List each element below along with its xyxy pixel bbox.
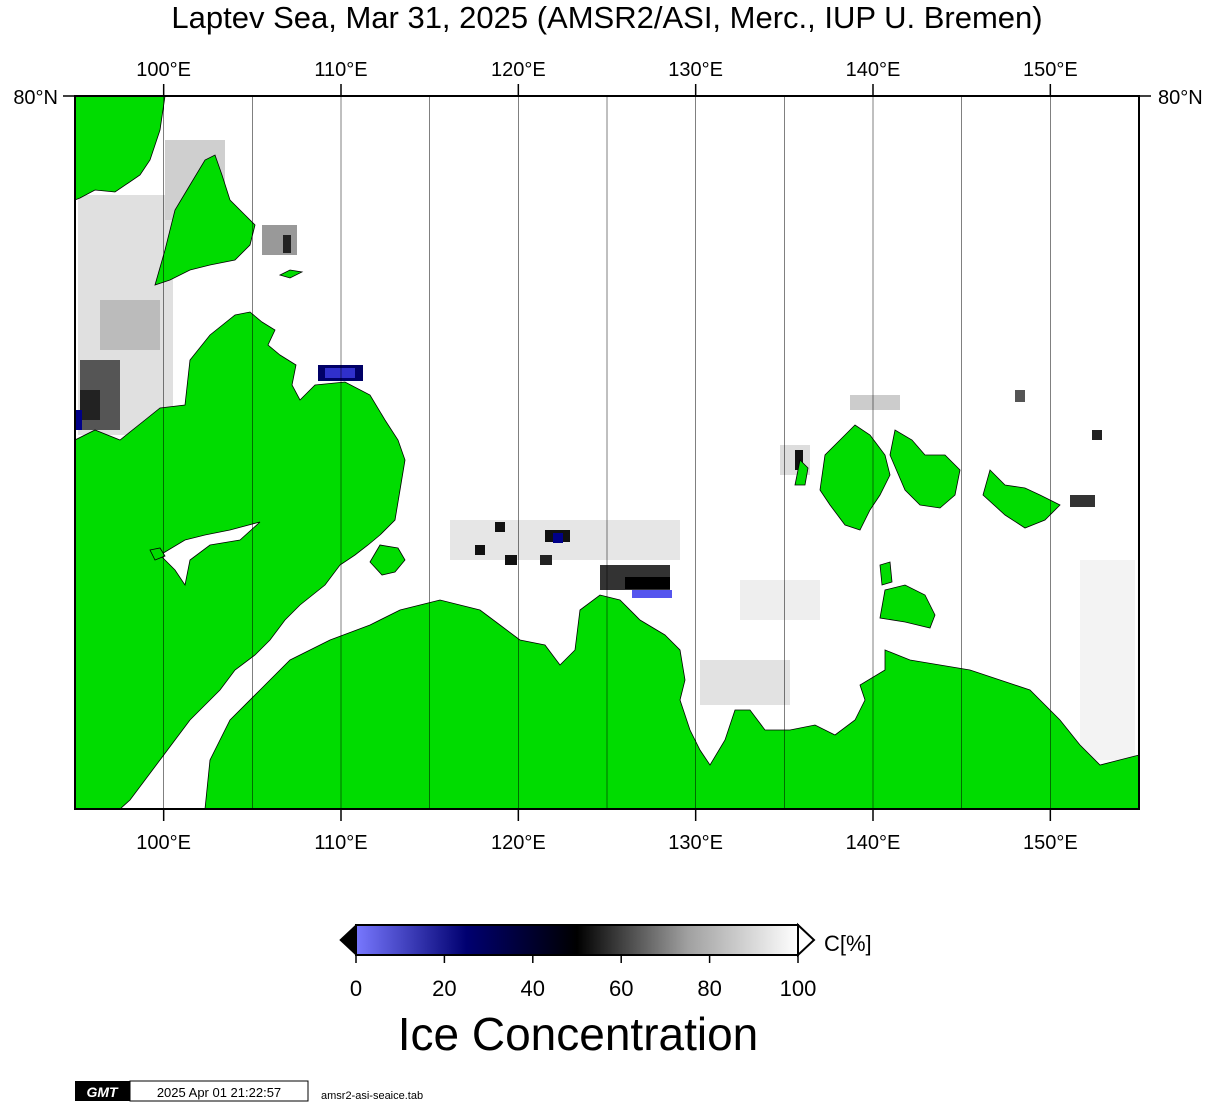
colorbar: 0 20 40 60 80 100 C[%] Ice Concentration: [339, 922, 872, 1060]
land-severnaya-zemlya-north: [75, 96, 166, 201]
colorbar-gradient: [355, 924, 799, 956]
land-taymyr-peninsula: [75, 311, 406, 809]
lon-label-top: 100°E: [136, 59, 191, 81]
colorbar-tick-label: 100: [780, 976, 817, 1001]
lon-label-bottom: 110°E: [314, 832, 367, 854]
colorbar-high-triangle: [797, 922, 816, 958]
land-faddeyevsky-island: [889, 429, 961, 509]
map-frame: [74, 95, 1140, 810]
footer: GMT 2025 Apr 01 21:22:57 amsr2-asi-seaic…: [75, 1080, 423, 1102]
lon-label-bottom: 100°E: [136, 832, 191, 854]
footer-filename: amsr2-asi-seaice.tab: [321, 1090, 423, 1102]
land-island-1: [369, 544, 406, 576]
lon-label-bottom: 150°E: [1023, 832, 1078, 854]
lon-label-bottom: 130°E: [668, 832, 723, 854]
timestamp-box: [129, 1080, 309, 1102]
lon-axis: 100°E 100°E 110°E 110°E 120°E 120°E 130°E 130°E…: [136, 59, 1077, 854]
land-kotelny-island: [819, 424, 891, 531]
colorbar-low-triangle: [339, 923, 357, 957]
colorbar-title: Ice Concentration: [398, 1008, 759, 1060]
lat-label-right: 80°N: [1158, 87, 1203, 109]
lon-label-bottom: 120°E: [491, 832, 546, 854]
colorbar-tick-label: 40: [521, 976, 545, 1001]
land-island-2: [879, 584, 936, 629]
lon-label-bottom: 140°E: [846, 832, 901, 854]
lon-label-top: 140°E: [846, 59, 901, 81]
lon-label-top: 130°E: [668, 59, 723, 81]
footer-timestamp: 2025 Apr 01 21:22:57: [157, 1085, 281, 1100]
gmt-logo: [75, 1081, 130, 1101]
land-island-4: [794, 459, 809, 486]
land-siberian-coast: [204, 594, 1139, 809]
land: [75, 96, 1139, 809]
colorbar-tick-label: 80: [697, 976, 721, 1001]
lon-label-top: 110°E: [314, 59, 367, 81]
colorbar-tick-label: 60: [609, 976, 633, 1001]
land-new-siberia-island: [982, 469, 1061, 529]
land-bolshevik-island: [154, 154, 256, 286]
colorbar-tick-label: 0: [350, 976, 362, 1001]
land-island-3: [879, 561, 893, 586]
lon-label-top: 120°E: [491, 59, 546, 81]
ice-texture: [76, 140, 1135, 760]
gmt-logo-text: GMT: [86, 1084, 119, 1100]
land-island-5: [278, 269, 304, 279]
lon-label-top: 150°E: [1023, 59, 1078, 81]
colorbar-tick-label: 20: [432, 976, 456, 1001]
colorbar-unit-label: C[%]: [824, 931, 872, 956]
lat-label-left: 80°N: [13, 87, 58, 109]
meridian-gridlines: [163, 96, 1051, 809]
map-title: Laptev Sea, Mar 31, 2025 (AMSR2/ASI, Mer…: [171, 0, 1042, 35]
